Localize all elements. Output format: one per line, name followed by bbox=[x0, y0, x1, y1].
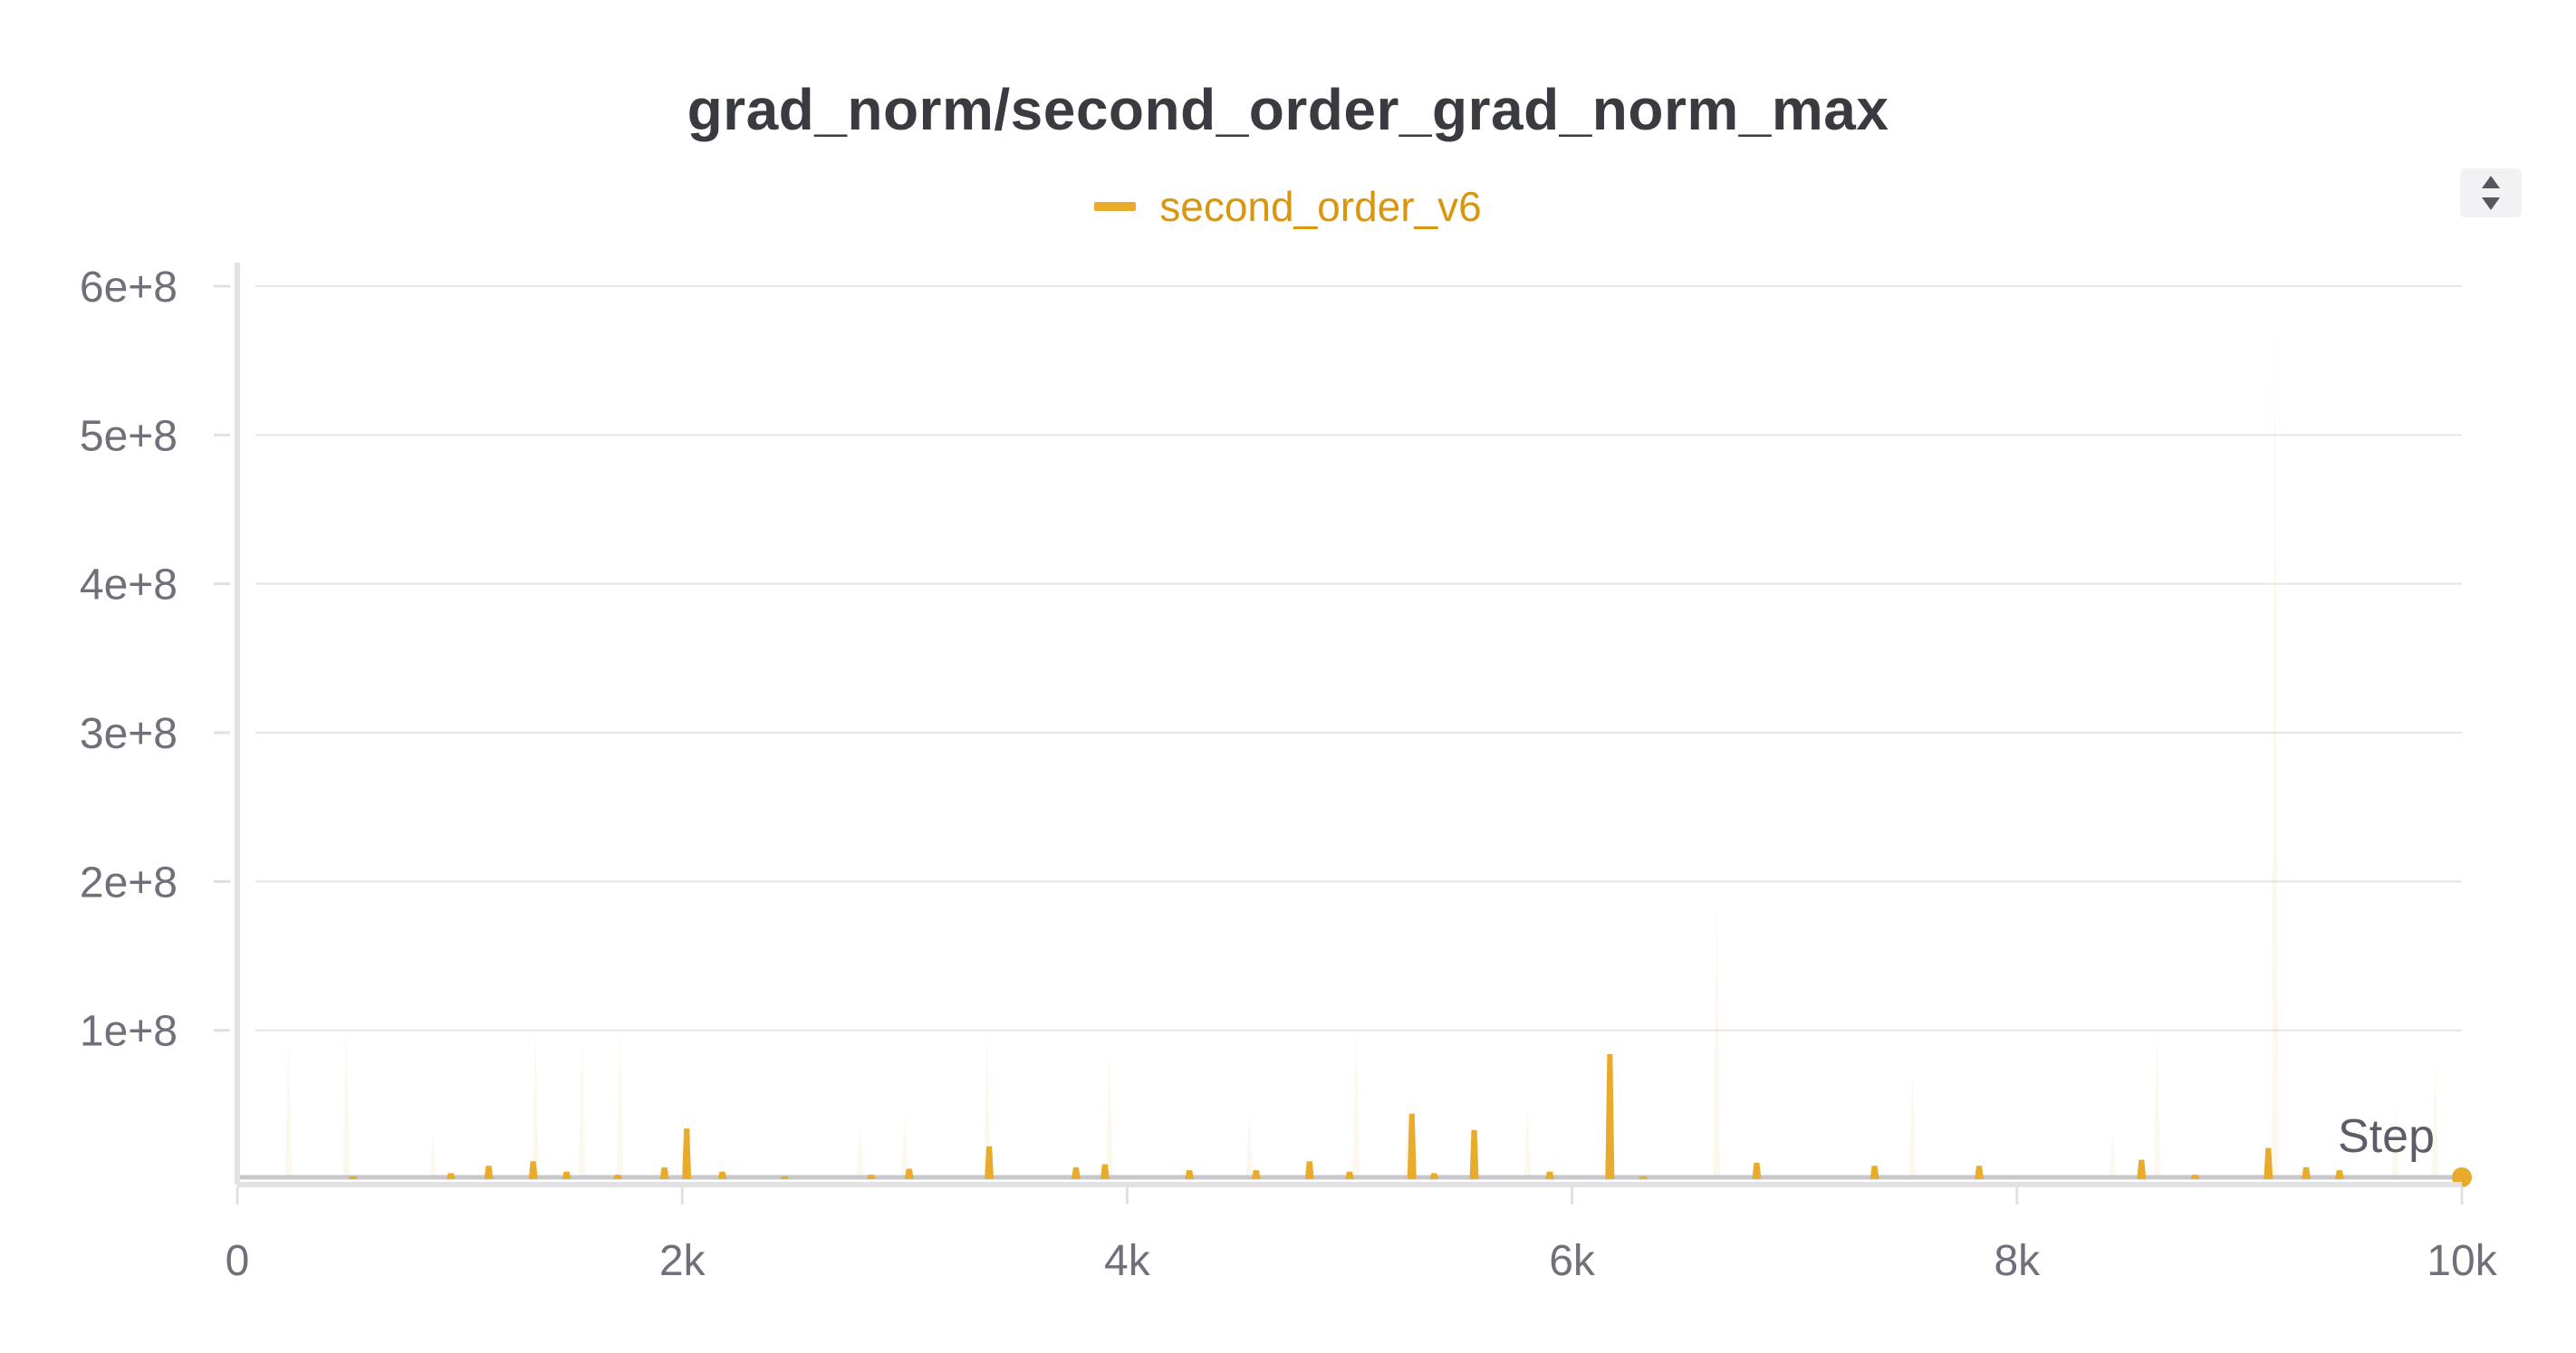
data-spike bbox=[1469, 1129, 1479, 1179]
x-tick-label: 10k bbox=[2427, 1237, 2497, 1285]
data-spike bbox=[446, 1173, 456, 1179]
data-spike bbox=[348, 1175, 358, 1179]
legend-label: second_order_v6 bbox=[1159, 183, 1482, 230]
data-spike bbox=[1304, 1161, 1314, 1179]
raw-series bbox=[284, 301, 2439, 1179]
y-tick-label: 3e+8 bbox=[80, 710, 178, 758]
data-spike bbox=[1071, 1166, 1081, 1179]
data-spike bbox=[659, 1166, 669, 1179]
data-spike bbox=[1752, 1162, 1762, 1179]
data-spike bbox=[2334, 1170, 2344, 1179]
raw-spike bbox=[983, 1030, 991, 1179]
y-tick-label: 6e+8 bbox=[80, 264, 178, 312]
x-tick-label: 2k bbox=[659, 1237, 706, 1285]
data-spike bbox=[1251, 1170, 1261, 1179]
raw-spike bbox=[616, 1030, 624, 1179]
raw-spike bbox=[2153, 1030, 2161, 1179]
data-spike bbox=[866, 1175, 876, 1179]
legend-swatch bbox=[1094, 202, 1137, 211]
raw-spike bbox=[1523, 1104, 1532, 1179]
raw-spike bbox=[2271, 301, 2279, 1179]
raw-spike bbox=[1908, 1074, 1917, 1179]
data-spike bbox=[612, 1175, 622, 1179]
data-spike bbox=[2302, 1166, 2312, 1179]
x-axis-title: Step bbox=[2338, 1110, 2435, 1163]
data-spike bbox=[985, 1146, 995, 1179]
data-spike bbox=[528, 1161, 538, 1179]
y-tick-label: 4e+8 bbox=[80, 561, 178, 609]
data-spike bbox=[1545, 1171, 1555, 1179]
data-spike bbox=[1185, 1170, 1195, 1179]
data-spike bbox=[682, 1128, 692, 1179]
data-spike bbox=[1639, 1175, 1648, 1179]
smoothed-series bbox=[237, 1053, 2472, 1187]
data-spike bbox=[780, 1175, 790, 1179]
data-spike bbox=[1975, 1166, 1985, 1179]
data-spike bbox=[1870, 1166, 1879, 1179]
data-spike bbox=[1345, 1171, 1354, 1179]
sort-up-down-icon bbox=[2482, 176, 2500, 210]
raw-spike bbox=[284, 1037, 293, 1179]
raw-spike bbox=[856, 1127, 864, 1179]
data-spike bbox=[904, 1168, 914, 1179]
raw-spike bbox=[532, 1030, 540, 1179]
data-spike bbox=[1100, 1164, 1110, 1179]
sort-toggle-button[interactable] bbox=[2460, 168, 2522, 217]
data-spike bbox=[562, 1171, 572, 1179]
raw-spike bbox=[1713, 896, 1721, 1179]
y-tick-label: 1e+8 bbox=[80, 1008, 178, 1056]
x-tick-label: 0 bbox=[226, 1237, 250, 1285]
data-spike bbox=[1605, 1053, 1615, 1179]
data-spike bbox=[2264, 1147, 2273, 1179]
raw-spike bbox=[342, 1030, 351, 1179]
x-tick-label: 4k bbox=[1104, 1237, 1151, 1285]
x-tick-label: 8k bbox=[1994, 1237, 2041, 1285]
data-spike bbox=[1429, 1173, 1439, 1179]
grid-lines bbox=[255, 285, 2462, 1032]
x-tick-label: 6k bbox=[1549, 1237, 1596, 1285]
y-tick-label: 5e+8 bbox=[80, 412, 178, 460]
raw-spike bbox=[429, 1134, 437, 1179]
raw-spike bbox=[2391, 1104, 2399, 1179]
legend: second_order_v6 bbox=[0, 172, 2576, 231]
data-spike bbox=[2190, 1175, 2200, 1179]
raw-spike bbox=[2431, 1060, 2439, 1179]
tick-labels: 1e+8 2e+8 3e+8 4e+8 5e+8 6e+8 0 2k 4k 6k 8k 10k Step bbox=[80, 264, 2498, 1285]
raw-spike bbox=[578, 1037, 586, 1179]
y-tick-label: 2e+8 bbox=[80, 859, 178, 907]
raw-spike bbox=[900, 1112, 908, 1179]
data-spike bbox=[717, 1171, 727, 1179]
raw-spike bbox=[1352, 1030, 1360, 1179]
axes bbox=[214, 263, 2464, 1204]
raw-spike bbox=[2109, 1134, 2117, 1179]
raw-spike bbox=[1245, 1112, 1254, 1179]
data-spike bbox=[484, 1166, 494, 1179]
legend-item-second-order-v6[interactable]: second_order_v6 bbox=[1094, 182, 1482, 231]
data-spike bbox=[1407, 1113, 1417, 1179]
raw-spike bbox=[1105, 1045, 1113, 1179]
data-spike bbox=[2137, 1159, 2147, 1179]
chart-title: grad_norm/second_order_grad_norm_max bbox=[687, 77, 1889, 142]
